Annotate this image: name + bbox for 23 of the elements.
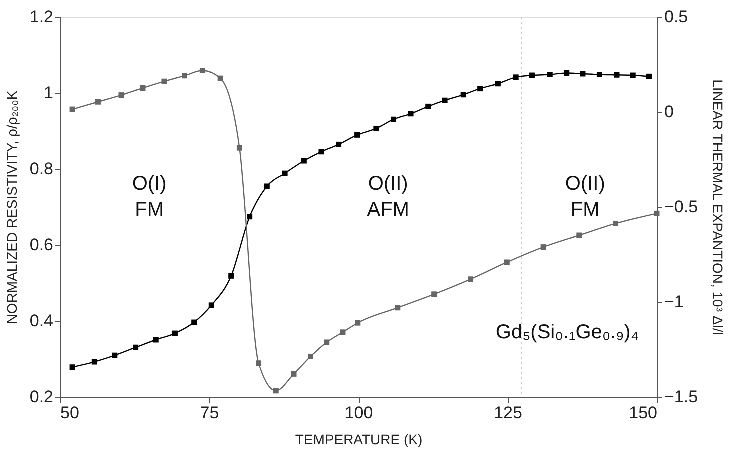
y2-tick-label: −0.5: [664, 198, 698, 216]
annotation: O(II) AFM: [367, 173, 410, 222]
y2-axis-title: LINEAR THERMAL EXPANTION, 10³ Δl/l: [710, 80, 726, 336]
y2-tick-label: 0.5: [664, 8, 688, 26]
x-tick-label: 75: [200, 404, 220, 422]
y2-tick-label: −1: [664, 292, 684, 312]
x-tick-label: 150: [629, 404, 658, 422]
y-tick-label: 1.2: [30, 8, 54, 26]
y-axis-title: NORMALIZED RESISTIVITY, ρ/ρ₂₀₀K: [4, 90, 20, 324]
annotation: O(I) FM: [132, 173, 167, 222]
x-tick-label: 100: [344, 404, 374, 422]
x-tick-label: 50: [60, 404, 80, 422]
y-tick-label: 0.2: [30, 388, 54, 406]
x-tick-label: 125: [494, 404, 522, 422]
annotation: Gd₅(Si₀.₁Ge₀.₉)₄: [496, 321, 639, 344]
x-axis-title: TEMPERATURE (K): [295, 432, 423, 448]
y2-tick-label: −1.5: [664, 388, 698, 406]
y-tick-label: 0.4: [30, 312, 54, 330]
y-tick-label: 0.8: [30, 160, 54, 178]
y-tick-label: 0.6: [30, 236, 54, 254]
y2-tick-label: 0: [664, 102, 674, 122]
y-tick-label: 1: [44, 84, 54, 102]
annotation: O(II) FM: [565, 173, 606, 222]
